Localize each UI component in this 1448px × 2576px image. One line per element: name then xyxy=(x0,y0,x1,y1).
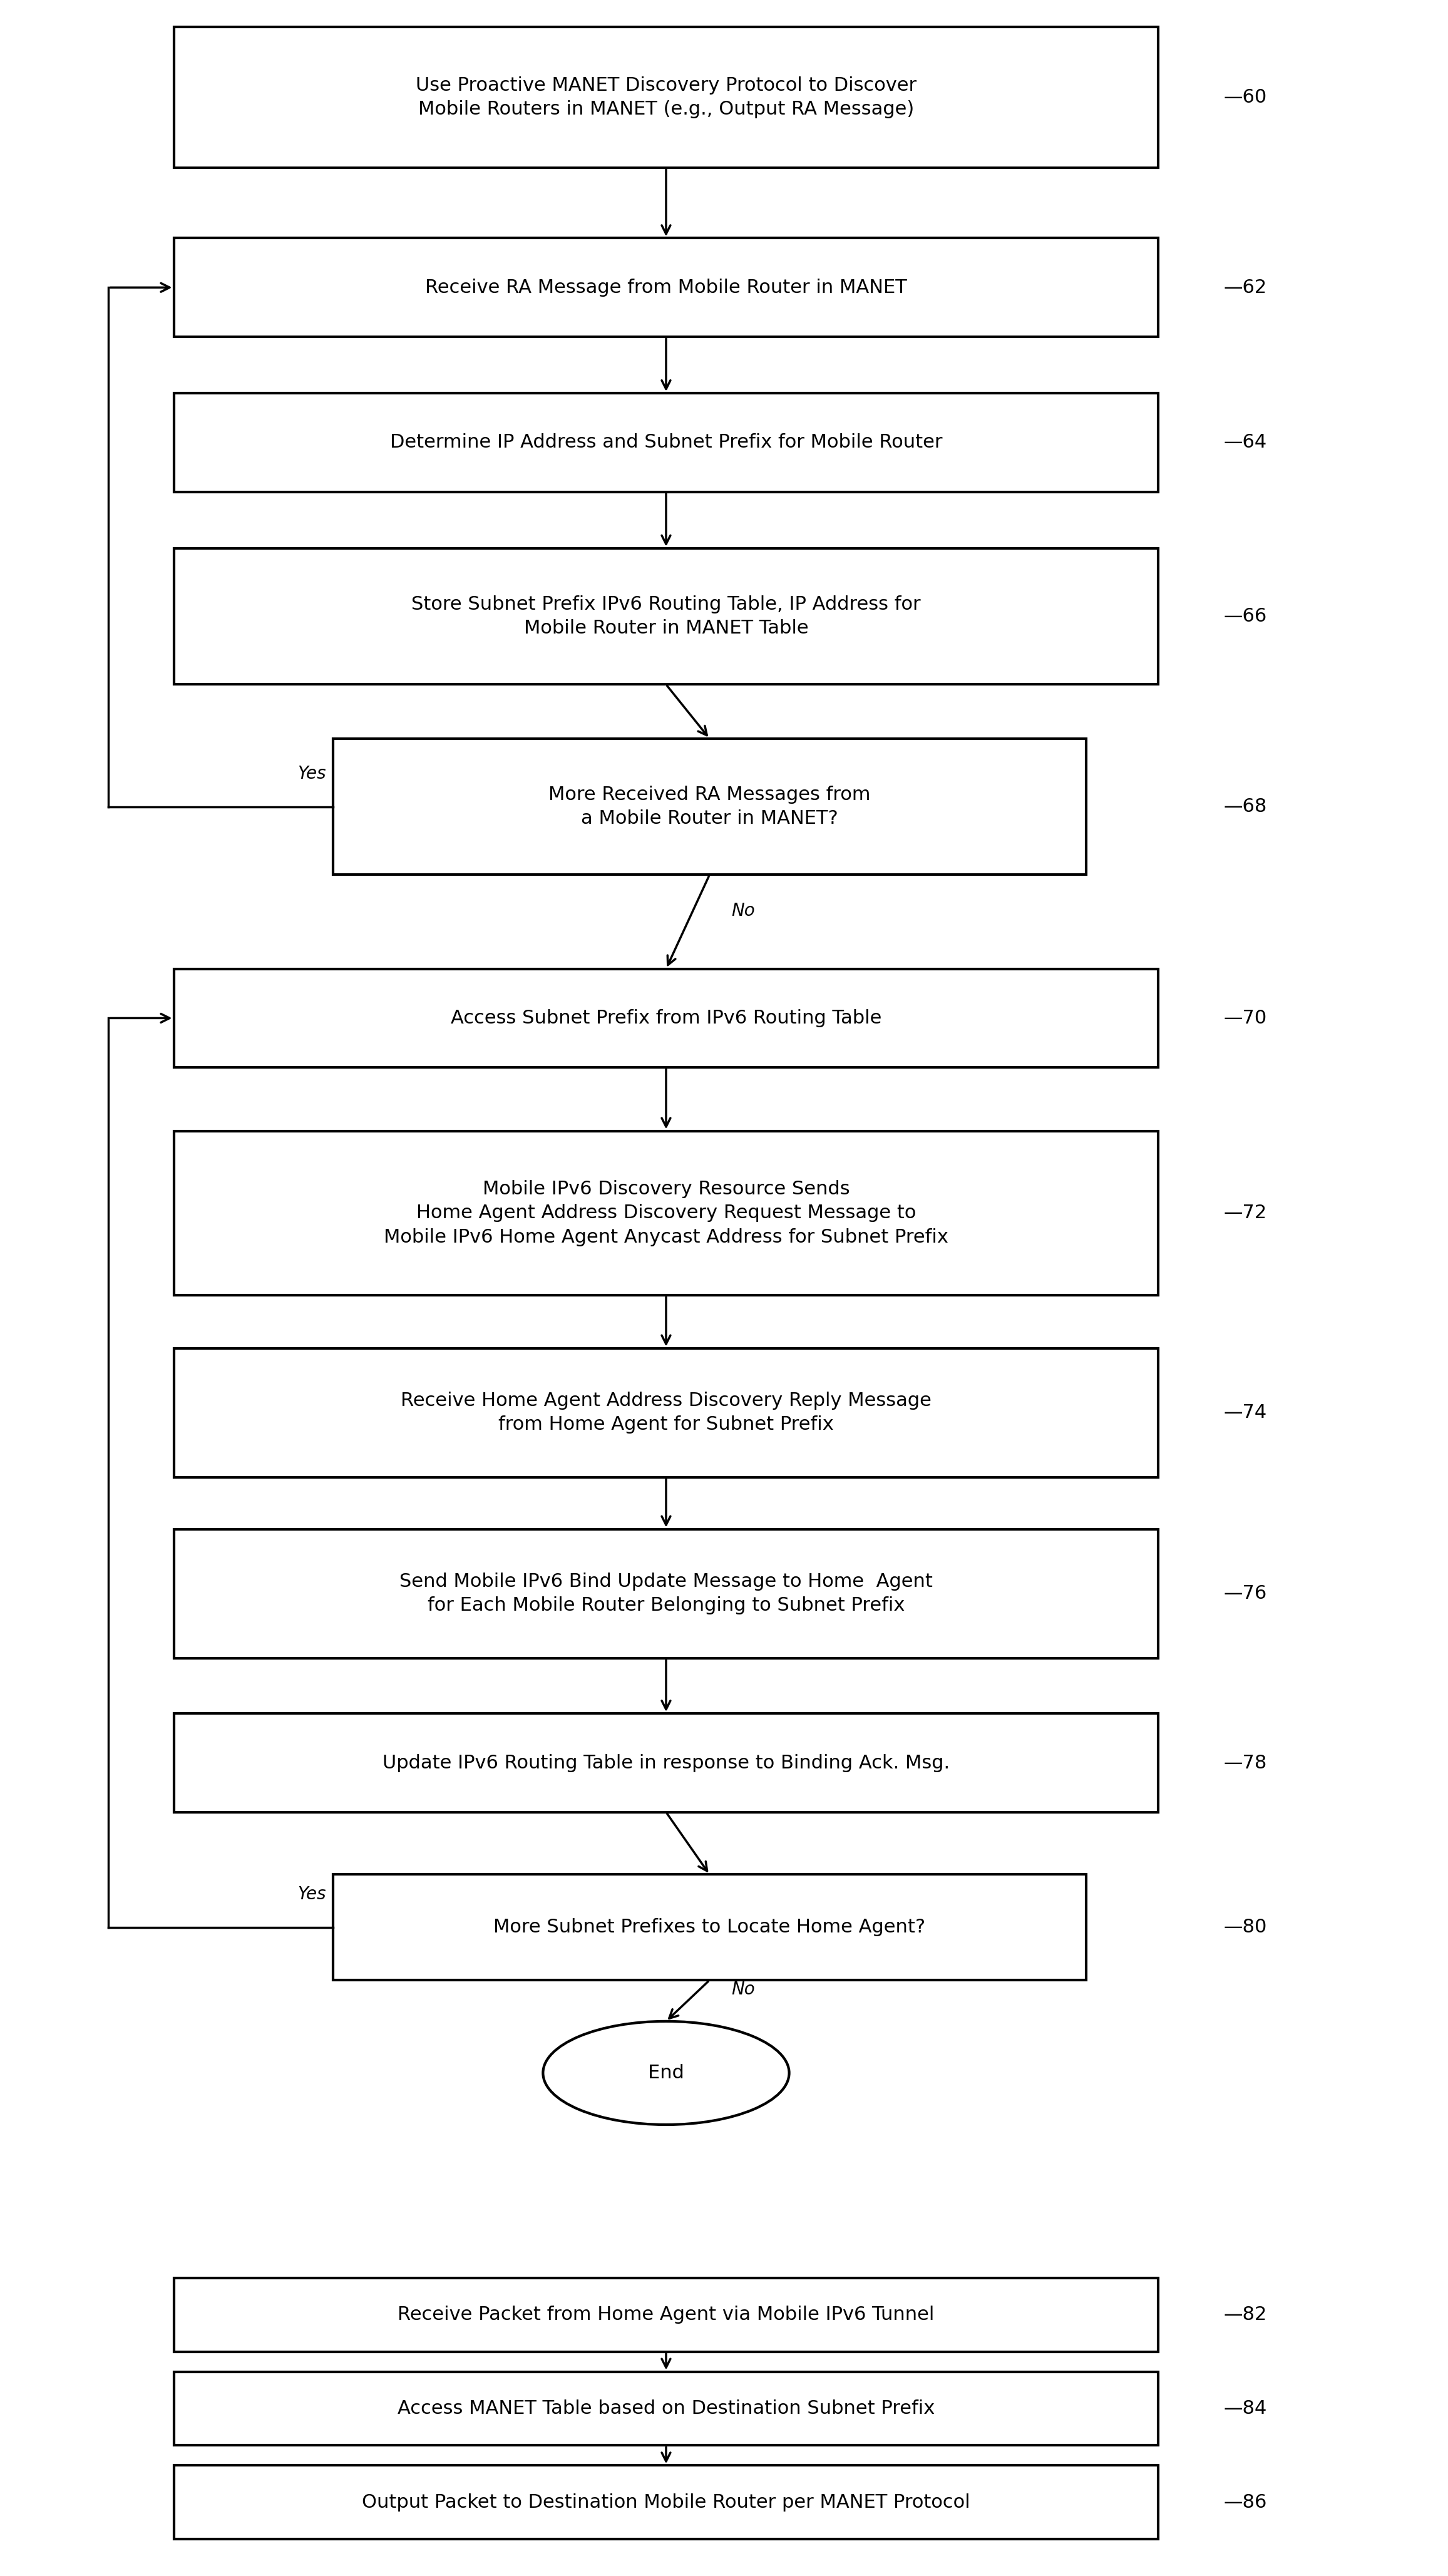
Text: More Received RA Messages from
a Mobile Router in MANET?: More Received RA Messages from a Mobile … xyxy=(549,786,870,827)
FancyBboxPatch shape xyxy=(174,2277,1158,2352)
Text: —74: —74 xyxy=(1224,1404,1267,1422)
FancyBboxPatch shape xyxy=(174,1347,1158,1479)
FancyBboxPatch shape xyxy=(174,1131,1158,1296)
Text: Receive Packet from Home Agent via Mobile IPv6 Tunnel: Receive Packet from Home Agent via Mobil… xyxy=(398,2306,934,2324)
FancyBboxPatch shape xyxy=(333,739,1086,876)
Text: —72: —72 xyxy=(1224,1203,1267,1221)
Text: Receive RA Message from Mobile Router in MANET: Receive RA Message from Mobile Router in… xyxy=(426,278,906,296)
Text: Output Packet to Destination Mobile Router per MANET Protocol: Output Packet to Destination Mobile Rout… xyxy=(362,2494,970,2512)
FancyBboxPatch shape xyxy=(174,1713,1158,1811)
Text: —62: —62 xyxy=(1224,278,1267,296)
FancyBboxPatch shape xyxy=(174,26,1158,167)
Text: —78: —78 xyxy=(1224,1754,1267,1772)
Text: Access Subnet Prefix from IPv6 Routing Table: Access Subnet Prefix from IPv6 Routing T… xyxy=(450,1010,882,1028)
FancyBboxPatch shape xyxy=(174,394,1158,492)
Text: Receive Home Agent Address Discovery Reply Message
from Home Agent for Subnet Pr: Receive Home Agent Address Discovery Rep… xyxy=(401,1391,931,1435)
Ellipse shape xyxy=(543,2022,789,2125)
Text: Yes: Yes xyxy=(297,765,326,783)
Text: —80: —80 xyxy=(1224,1919,1267,1937)
Text: Yes: Yes xyxy=(297,1886,326,1904)
Text: —68: —68 xyxy=(1224,799,1267,817)
FancyBboxPatch shape xyxy=(174,1530,1158,1659)
Text: Determine IP Address and Subnet Prefix for Mobile Router: Determine IP Address and Subnet Prefix f… xyxy=(390,433,943,451)
Text: No: No xyxy=(731,902,754,920)
FancyBboxPatch shape xyxy=(174,969,1158,1066)
Text: Update IPv6 Routing Table in response to Binding Ack. Msg.: Update IPv6 Routing Table in response to… xyxy=(382,1754,950,1772)
Text: Send Mobile IPv6 Bind Update Message to Home  Agent
for Each Mobile Router Belon: Send Mobile IPv6 Bind Update Message to … xyxy=(400,1574,933,1615)
FancyBboxPatch shape xyxy=(174,2372,1158,2445)
Text: No: No xyxy=(731,1981,754,1999)
Text: —82: —82 xyxy=(1224,2306,1267,2324)
Text: More Subnet Prefixes to Locate Home Agent?: More Subnet Prefixes to Locate Home Agen… xyxy=(494,1919,925,1937)
Text: —66: —66 xyxy=(1224,608,1267,626)
Text: —60: —60 xyxy=(1224,88,1267,106)
Text: —70: —70 xyxy=(1224,1010,1267,1028)
FancyBboxPatch shape xyxy=(174,237,1158,337)
Text: —86: —86 xyxy=(1224,2494,1267,2512)
Text: End: End xyxy=(647,2063,685,2081)
FancyBboxPatch shape xyxy=(174,2465,1158,2540)
Text: Use Proactive MANET Discovery Protocol to Discover
Mobile Routers in MANET (e.g.: Use Proactive MANET Discovery Protocol t… xyxy=(416,77,917,118)
FancyBboxPatch shape xyxy=(174,549,1158,685)
Text: Mobile IPv6 Discovery Resource Sends
Home Agent Address Discovery Request Messag: Mobile IPv6 Discovery Resource Sends Hom… xyxy=(384,1180,948,1247)
Text: —76: —76 xyxy=(1224,1584,1267,1602)
FancyBboxPatch shape xyxy=(333,1875,1086,1981)
Text: —64: —64 xyxy=(1224,433,1267,451)
Text: Store Subnet Prefix IPv6 Routing Table, IP Address for
Mobile Router in MANET Ta: Store Subnet Prefix IPv6 Routing Table, … xyxy=(411,595,921,636)
Text: —84: —84 xyxy=(1224,2398,1267,2419)
Text: Access MANET Table based on Destination Subnet Prefix: Access MANET Table based on Destination … xyxy=(397,2398,935,2419)
